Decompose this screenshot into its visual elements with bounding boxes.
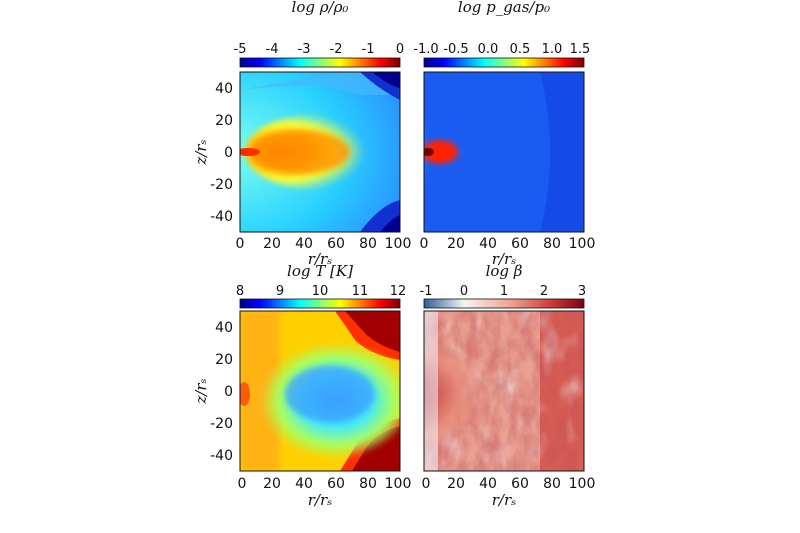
- colorbar-tick-label: -1: [420, 284, 433, 299]
- y-tick-label: -20: [210, 416, 233, 432]
- beta-colorbar-ticks: -1 0 1 2 3: [420, 284, 587, 299]
- y-tick-label: 20: [215, 352, 233, 368]
- density-y-axis-title: z/rₛ: [192, 139, 210, 165]
- colorbar-tick-label: 11: [352, 284, 369, 299]
- colorbar-tick-label: 0.5: [510, 42, 531, 57]
- beta-panel: log β -1 0 1 2 3 0 20 40 60 80 100 r/rₛ: [420, 262, 596, 509]
- pressure-x-ticks: 0 20 40 60 80 100: [420, 236, 596, 252]
- x-tick-label: 20: [263, 476, 281, 492]
- temperature-y-axis-title: z/rₛ: [192, 378, 210, 404]
- density-panel: log ρ/ρ₀ -5 -4 -3 -2 -1 0 40 20 0: [192, 0, 412, 268]
- x-tick-label: 40: [479, 236, 497, 252]
- colorbar-tick-label: -5: [234, 42, 247, 57]
- y-tick-label: 40: [215, 320, 233, 336]
- x-tick-label: 60: [327, 476, 345, 492]
- x-tick-label: 100: [569, 236, 596, 252]
- temperature-panel: log T [K] 8 9 10 11 12 40 20 0 -20 -40: [192, 262, 412, 509]
- beta-x-ticks: 0 20 40 60 80 100: [422, 476, 596, 492]
- colorbar-tick-label: 12: [390, 284, 407, 299]
- colorbar-tick-label: -1.0: [413, 42, 438, 57]
- x-tick-label: 60: [511, 236, 529, 252]
- colorbar-tick-label: 3: [578, 284, 586, 299]
- x-tick-label: 100: [385, 476, 412, 492]
- y-tick-label: -40: [210, 448, 233, 464]
- x-tick-label: 20: [447, 236, 465, 252]
- density-colorbar: [239, 57, 401, 68]
- colorbar-tick-label: 1.0: [542, 42, 563, 57]
- pressure-colorbar: [423, 57, 585, 68]
- colorbar-tick-label: 0: [396, 42, 404, 57]
- colorbar-tick-label: 1: [500, 284, 508, 299]
- colorbar-tick-label: -4: [266, 42, 279, 57]
- temperature-colorbar-ticks: 8 9 10 11 12: [236, 284, 406, 299]
- x-tick-label: 80: [543, 236, 561, 252]
- colorbar-tick-label: -3: [298, 42, 311, 57]
- y-tick-label: -40: [210, 209, 233, 225]
- colorbar-tick-label: 9: [276, 284, 284, 299]
- x-tick-label: 40: [295, 236, 313, 252]
- temperature-x-axis-title: r/rₛ: [308, 491, 332, 509]
- x-tick-label: 40: [295, 476, 313, 492]
- beta-colorbar: [423, 298, 585, 309]
- y-tick-label: 40: [215, 81, 233, 97]
- pressure-panel: log p_gas/p₀ -1.0 -0.5 0.0 0.5 1.0 1.5 0…: [413, 0, 596, 268]
- pressure-colorbar-title: log p_gas/p₀: [458, 0, 550, 16]
- density-x-ticks: 0 20 40 60 80 100: [236, 236, 412, 252]
- x-tick-label: 0: [420, 236, 429, 252]
- x-tick-label: 100: [569, 476, 596, 492]
- colorbar-tick-label: 8: [236, 284, 244, 299]
- x-tick-label: 80: [359, 236, 377, 252]
- pressure-x-axis-title: r/rₛ: [492, 250, 516, 268]
- x-tick-label: 0: [238, 476, 247, 492]
- colorbar-tick-label: -2: [330, 42, 343, 57]
- beta-x-axis-title: r/rₛ: [492, 491, 516, 509]
- x-tick-label: 80: [543, 476, 561, 492]
- temperature-colorbar: [239, 298, 401, 309]
- x-tick-label: 20: [263, 236, 281, 252]
- colorbar-tick-label: -0.5: [443, 42, 468, 57]
- temperature-colorbar-title: log T [K]: [287, 262, 353, 280]
- pressure-heatmap: [424, 72, 584, 232]
- beta-heatmap: [424, 311, 584, 471]
- beta-plot-frame: [423, 310, 585, 472]
- beta-colorbar-title: log β: [486, 262, 523, 280]
- pressure-colorbar-ticks: -1.0 -0.5 0.0 0.5 1.0 1.5: [413, 42, 590, 57]
- density-heatmap: [240, 72, 400, 232]
- y-tick-label: 20: [215, 113, 233, 129]
- x-tick-label: 40: [479, 476, 497, 492]
- x-tick-label: 60: [511, 476, 529, 492]
- temperature-y-ticks: 40 20 0 -20 -40: [210, 320, 233, 464]
- x-tick-label: 0: [236, 236, 245, 252]
- temperature-heatmap: [240, 311, 400, 471]
- pressure-plot-frame: [423, 71, 585, 233]
- density-plot-frame: [239, 71, 401, 233]
- density-x-axis-title: r/rₛ: [308, 250, 332, 268]
- x-tick-label: 80: [359, 476, 377, 492]
- density-colorbar-title: log ρ/ρ₀: [292, 0, 349, 16]
- colorbar-tick-label: 1.5: [570, 42, 591, 57]
- colorbar-tick-label: 2: [540, 284, 548, 299]
- x-tick-label: 0: [422, 476, 431, 492]
- y-tick-label: -20: [210, 177, 233, 193]
- density-y-ticks: 40 20 0 -20 -40: [210, 81, 233, 225]
- x-tick-label: 20: [447, 476, 465, 492]
- colorbar-tick-label: 10: [312, 284, 329, 299]
- temperature-x-ticks: 0 20 40 60 80 100: [238, 476, 412, 492]
- colorbar-tick-label: 0.0: [478, 42, 499, 57]
- density-colorbar-ticks: -5 -4 -3 -2 -1 0: [234, 42, 405, 57]
- colorbar-tick-label: -1: [362, 42, 375, 57]
- colorbar-tick-label: 0: [460, 284, 468, 299]
- x-tick-label: 100: [385, 236, 412, 252]
- y-tick-label: 0: [224, 384, 233, 400]
- y-tick-label: 0: [224, 145, 233, 161]
- x-tick-label: 60: [327, 236, 345, 252]
- temperature-plot-frame: [239, 310, 401, 472]
